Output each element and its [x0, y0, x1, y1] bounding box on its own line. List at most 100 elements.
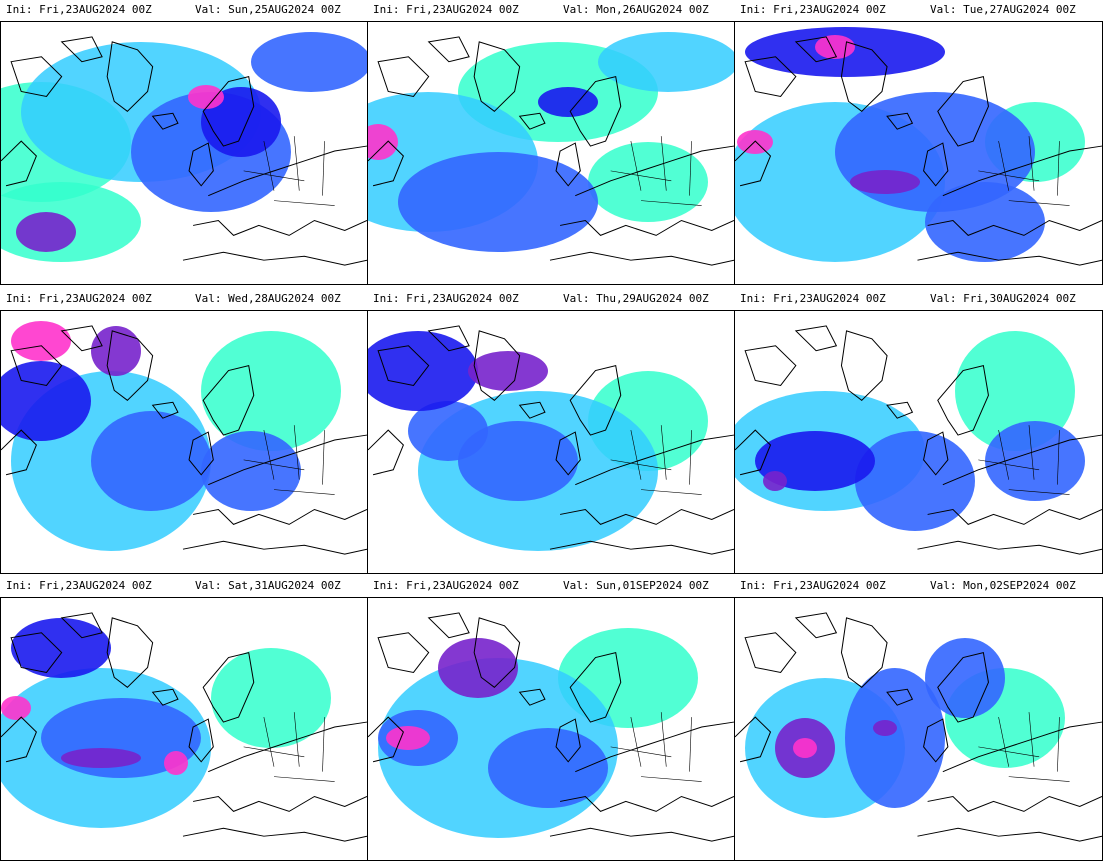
map-frame	[367, 21, 735, 285]
precip-area	[368, 124, 398, 160]
init-time-label: Ini: Fri,23AUG2024 00Z	[740, 579, 886, 592]
valid-time-label: Val: Mon,02SEP2024 00Z	[930, 579, 1076, 592]
precip-area	[845, 668, 945, 808]
precip-field	[1, 32, 367, 262]
precip-field	[735, 27, 1085, 262]
precip-area	[468, 351, 548, 391]
precip-area	[201, 87, 281, 157]
precipitation-map	[735, 612, 1102, 842]
precip-area	[850, 170, 920, 194]
precip-area	[386, 726, 430, 750]
precip-area	[873, 720, 897, 736]
precip-area	[538, 87, 598, 117]
coastline-overlay	[735, 325, 1102, 555]
precip-area	[815, 35, 855, 59]
precipitation-map	[368, 612, 734, 842]
precip-area	[188, 85, 224, 109]
map-frame	[0, 597, 368, 861]
precip-area	[398, 152, 598, 252]
panel-header: Ini: Fri,23AUG2024 00Z Val: Wed,28AUG2024…	[0, 289, 368, 309]
valid-time-label: Val: Thu,29AUG2024 00Z	[563, 292, 709, 305]
coastline-overlay	[735, 36, 1102, 266]
precip-field	[745, 638, 1065, 818]
panel-header: Ini: Fri,23AUG2024 00Z Val: Sat,31AUG2024…	[0, 576, 368, 596]
precipitation-map	[368, 32, 734, 266]
forecast-panel: Ini: Fri,23AUG2024 00Z Val: Mon,26AUG2024…	[367, 0, 735, 286]
precip-area	[438, 638, 518, 698]
coastline-overlay	[368, 325, 734, 555]
valid-time-label: Val: Mon,26AUG2024 00Z	[563, 3, 709, 16]
map-frame	[734, 21, 1103, 285]
valid-time-label: Val: Sat,31AUG2024 00Z	[195, 579, 341, 592]
map-frame	[734, 310, 1103, 574]
coastline-overlay	[1, 36, 367, 266]
map-frame	[367, 597, 735, 861]
valid-time-label: Val: Fri,30AUG2024 00Z	[930, 292, 1076, 305]
init-time-label: Ini: Fri,23AUG2024 00Z	[6, 579, 152, 592]
precip-area	[855, 431, 975, 531]
forecast-panel: Ini: Fri,23AUG2024 00Z Val: Wed,28AUG2024…	[0, 289, 368, 575]
precip-area	[588, 142, 708, 222]
precip-field	[368, 32, 734, 252]
init-time-label: Ini: Fri,23AUG2024 00Z	[373, 579, 519, 592]
precip-area	[408, 401, 488, 461]
precip-area	[368, 331, 478, 411]
precip-area	[61, 748, 141, 768]
precip-area	[11, 618, 111, 678]
coastline-overlay	[735, 612, 1102, 842]
precip-area	[91, 326, 141, 376]
precip-area	[458, 421, 578, 501]
precip-area	[793, 738, 817, 758]
forecast-panel: Ini: Fri,23AUG2024 00Z Val: Sun,25AUG2024…	[0, 0, 368, 286]
valid-time-label: Val: Sun,01SEP2024 00Z	[563, 579, 709, 592]
precip-area	[1, 696, 31, 720]
precip-field	[735, 331, 1085, 531]
init-time-label: Ini: Fri,23AUG2024 00Z	[6, 3, 152, 16]
precipitation-map	[1, 612, 367, 842]
coastline-overlay	[1, 612, 367, 842]
precip-area	[211, 648, 331, 748]
precip-area	[925, 638, 1005, 718]
panel-header: Ini: Fri,23AUG2024 00Z Val: Sun,25AUG2024…	[0, 0, 368, 20]
forecast-panel: Ini: Fri,23AUG2024 00Z Val: Sat,31AUG2024…	[0, 576, 368, 862]
precip-area	[598, 32, 734, 92]
init-time-label: Ini: Fri,23AUG2024 00Z	[740, 292, 886, 305]
precip-area	[91, 411, 211, 511]
panel-header: Ini: Fri,23AUG2024 00Z Val: Mon,02SEP2024…	[734, 576, 1103, 596]
init-time-label: Ini: Fri,23AUG2024 00Z	[373, 292, 519, 305]
panel-header: Ini: Fri,23AUG2024 00Z Val: Sun,01SEP2024…	[367, 576, 735, 596]
init-time-label: Ini: Fri,23AUG2024 00Z	[6, 292, 152, 305]
panel-header: Ini: Fri,23AUG2024 00Z Val: Fri,30AUG2024…	[734, 289, 1103, 309]
forecast-panel: Ini: Fri,23AUG2024 00Z Val: Mon,02SEP2024…	[734, 576, 1103, 862]
valid-time-label: Val: Wed,28AUG2024 00Z	[195, 292, 341, 305]
precip-field	[368, 331, 708, 551]
init-time-label: Ini: Fri,23AUG2024 00Z	[740, 3, 886, 16]
map-frame	[0, 21, 368, 285]
coastline-overlay	[368, 36, 734, 266]
precip-area	[925, 182, 1045, 262]
panel-header: Ini: Fri,23AUG2024 00Z Val: Mon,26AUG2024…	[367, 0, 735, 20]
precip-area	[985, 421, 1085, 501]
precip-area	[251, 32, 367, 92]
panel-header: Ini: Fri,23AUG2024 00Z Val: Thu,29AUG2024…	[367, 289, 735, 309]
precipitation-map	[735, 27, 1102, 266]
coastline-overlay	[368, 612, 734, 842]
map-frame	[734, 597, 1103, 861]
precip-area	[164, 751, 188, 775]
precip-area	[16, 212, 76, 252]
precipitation-map	[1, 32, 367, 266]
precip-area	[488, 728, 608, 808]
init-time-label: Ini: Fri,23AUG2024 00Z	[373, 3, 519, 16]
precipitation-map	[1, 321, 367, 555]
forecast-panel: Ini: Fri,23AUG2024 00Z Val: Fri,30AUG2024…	[734, 289, 1103, 575]
panel-header: Ini: Fri,23AUG2024 00Z Val: Tue,27AUG2024…	[734, 0, 1103, 20]
precipitation-map	[735, 325, 1102, 555]
precip-field	[1, 618, 331, 828]
forecast-panel: Ini: Fri,23AUG2024 00Z Val: Thu,29AUG2024…	[367, 289, 735, 575]
precip-area	[763, 471, 787, 491]
coastline-overlay	[1, 325, 367, 555]
valid-time-label: Val: Tue,27AUG2024 00Z	[930, 3, 1076, 16]
precip-area	[955, 331, 1075, 451]
map-frame	[0, 310, 368, 574]
